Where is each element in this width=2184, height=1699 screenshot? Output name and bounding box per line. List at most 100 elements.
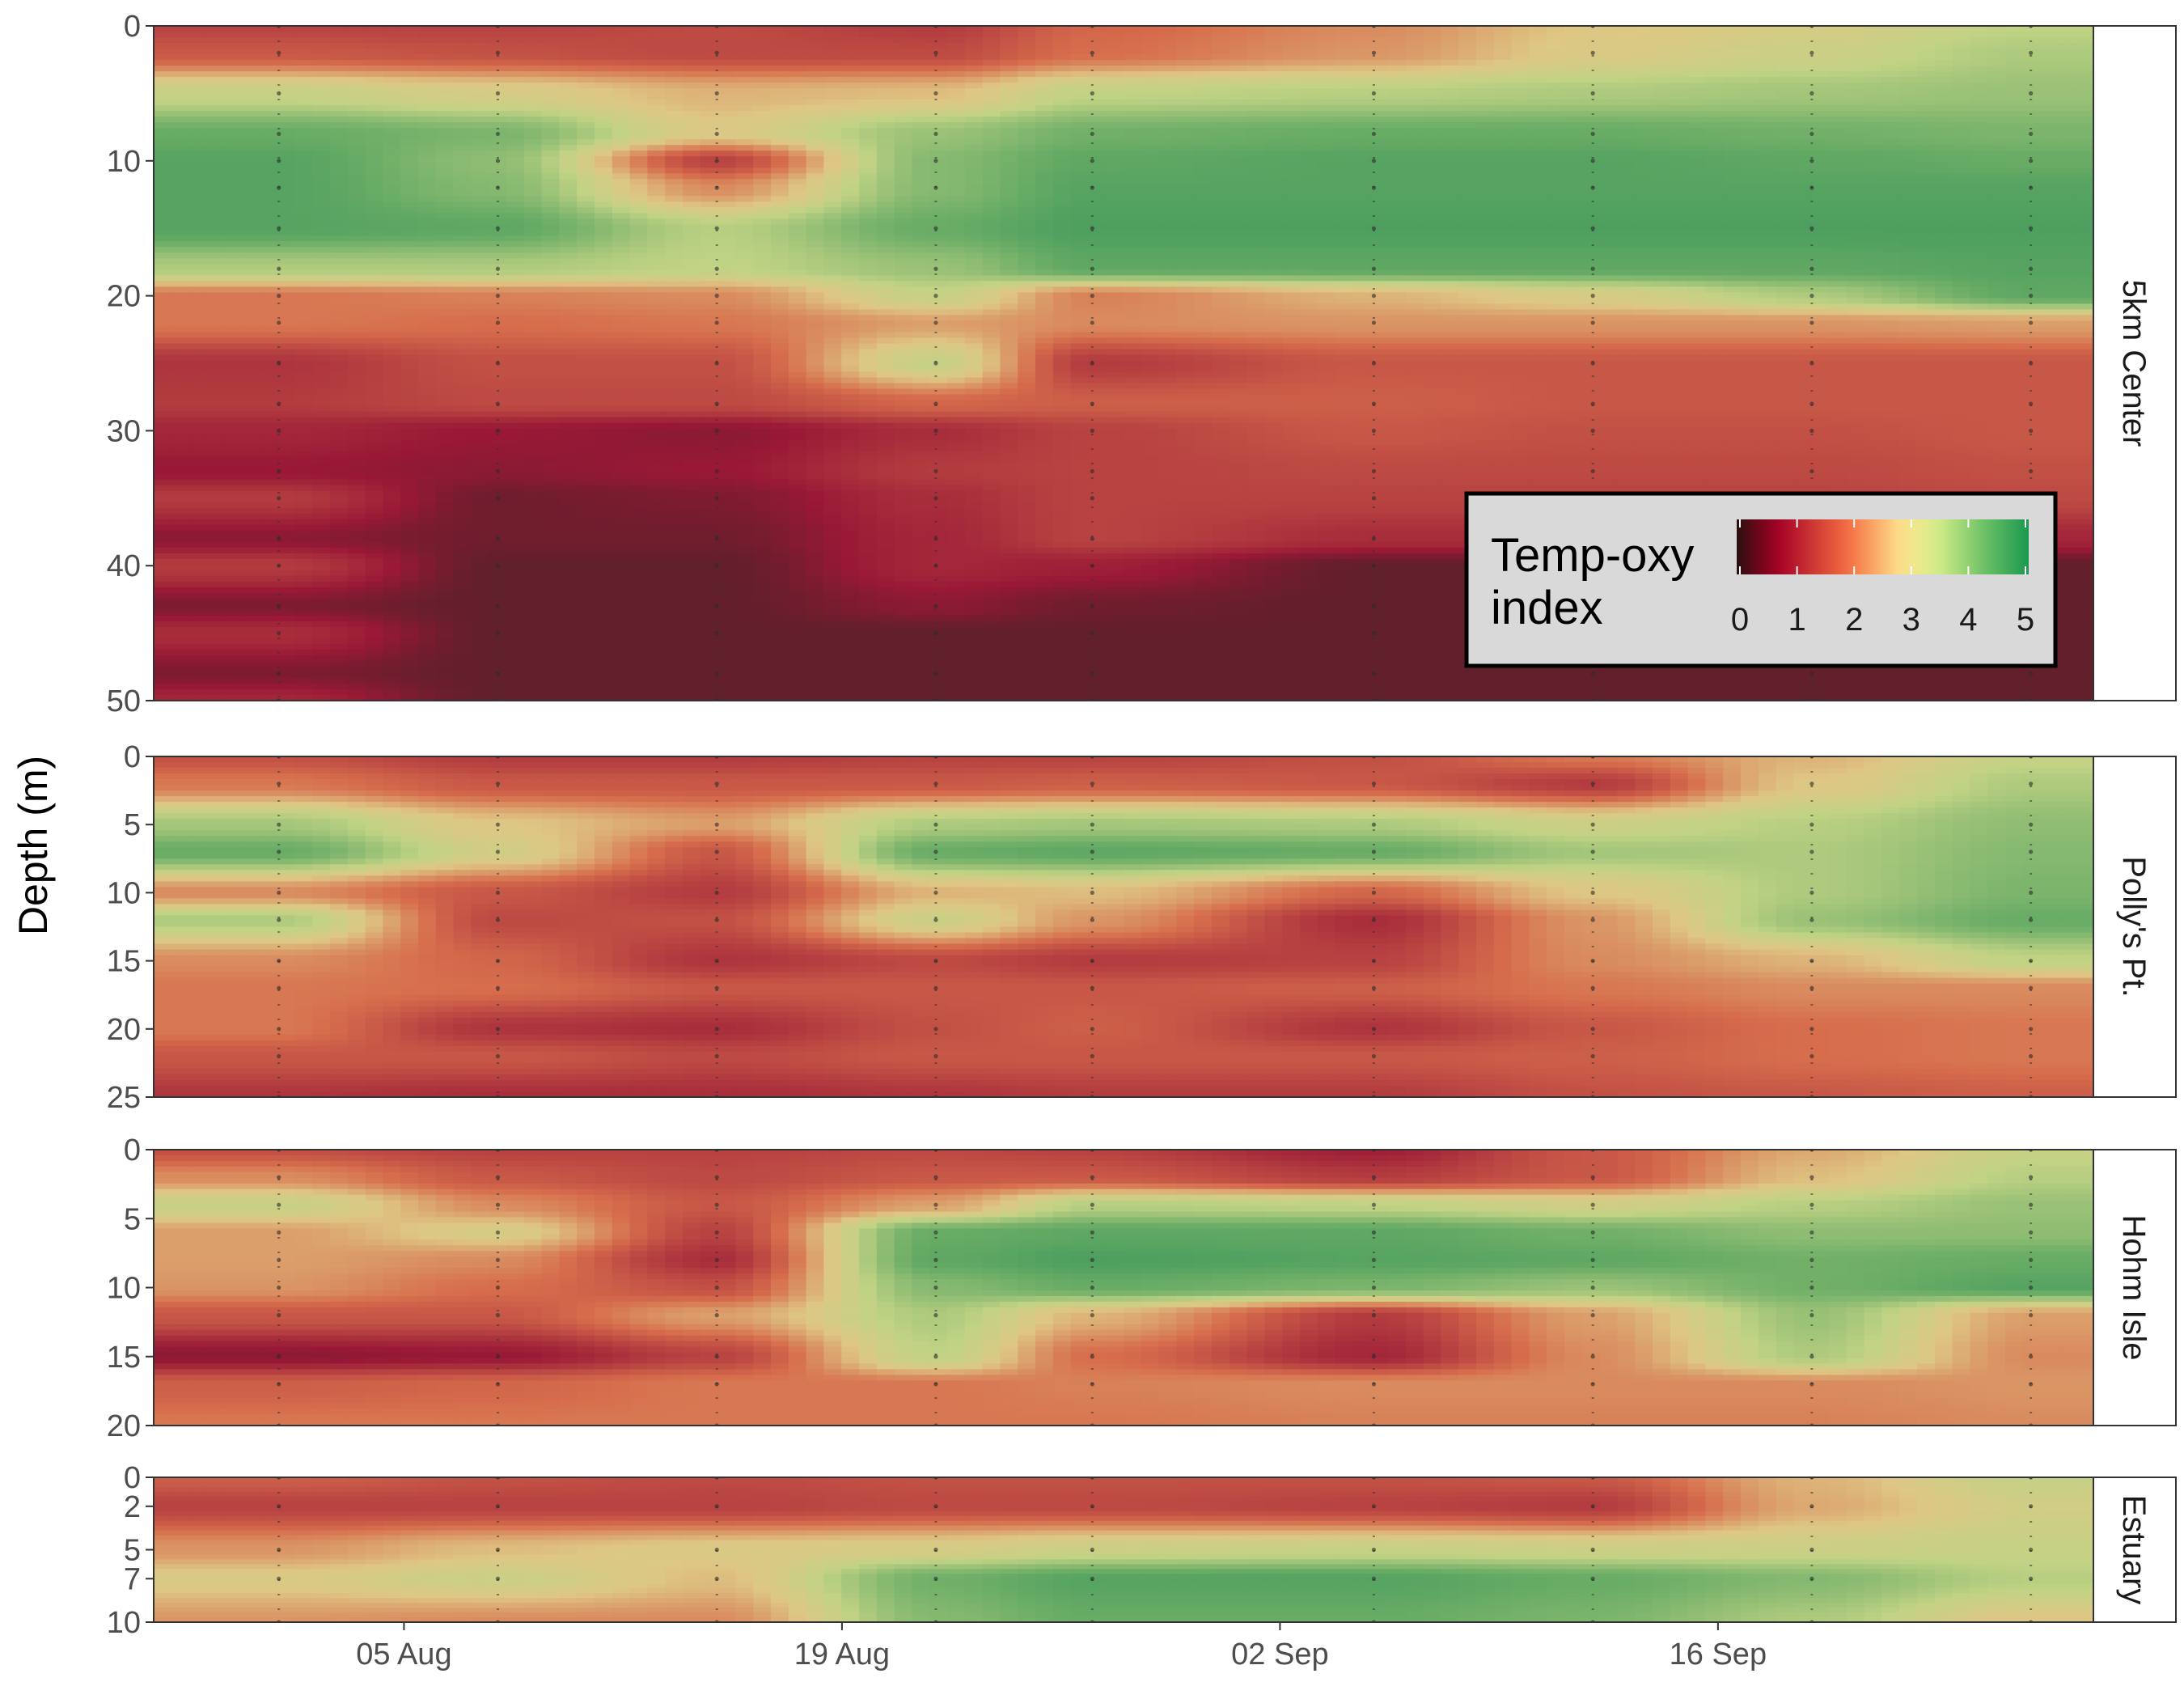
heatmap-cell (154, 139, 172, 146)
heatmap-cell (735, 49, 754, 55)
heatmap-cell (383, 173, 401, 180)
heatmap-cell (1564, 117, 1583, 123)
heatmap-cell (1829, 26, 1848, 32)
heatmap-cell (841, 230, 860, 236)
heatmap-cell (348, 201, 366, 208)
heatmap-cell (1759, 241, 1777, 248)
heatmap-cell (242, 252, 260, 259)
heatmap-cell (418, 133, 437, 140)
heatmap-cell (1352, 117, 1371, 123)
heatmap-cell (895, 241, 913, 248)
heatmap-cell (1847, 218, 1865, 225)
heatmap-cell (1282, 230, 1301, 236)
heatmap-cell (189, 145, 208, 151)
heatmap-cell (224, 133, 243, 140)
heatmap-cell (1424, 145, 1442, 151)
heatmap-cell (1230, 111, 1248, 117)
heatmap-cell (294, 190, 313, 197)
heatmap-cell (1335, 117, 1354, 123)
heatmap-cell (577, 190, 595, 197)
heatmap-cell (1318, 275, 1336, 282)
heatmap-cell (1899, 43, 1918, 49)
heatmap-cell (524, 60, 543, 66)
heatmap-cell (1688, 162, 1707, 168)
heatmap-cell (1230, 196, 1248, 202)
heatmap-cell (1987, 150, 2006, 157)
heatmap-cell (1494, 49, 1513, 55)
heatmap-cell (1705, 26, 1724, 32)
heatmap-cell (1653, 117, 1671, 123)
heatmap-cell (1370, 173, 1389, 180)
heatmap-cell (294, 139, 313, 146)
heatmap-cell (612, 269, 631, 276)
heatmap-cell (912, 179, 930, 185)
heatmap-cell (1759, 150, 1777, 157)
heatmap-cell (1512, 252, 1530, 259)
heatmap-cell (1106, 128, 1124, 134)
heatmap-cell (1847, 269, 1865, 276)
heatmap-cell (1529, 196, 1547, 202)
heatmap-cell (1264, 122, 1283, 129)
heatmap-cell (1476, 179, 1495, 185)
heatmap-cell (1300, 241, 1318, 248)
heatmap-cell (577, 94, 595, 100)
heatmap-cell (400, 66, 419, 72)
heatmap-cell (436, 60, 455, 66)
heatmap-cell (1071, 252, 1090, 259)
heatmap-cell (1899, 184, 1918, 191)
heatmap-cell (1335, 83, 1354, 89)
heatmap-cell (1776, 167, 1795, 174)
heatmap-cell (1547, 269, 1565, 276)
heatmap-cell (260, 139, 278, 146)
heatmap-cell (1282, 179, 1301, 185)
heatmap-cell (542, 150, 561, 157)
heatmap-cell (1653, 190, 1671, 197)
heatmap-cell (400, 128, 419, 134)
heatmap-cell (348, 100, 366, 106)
heatmap-cell (965, 281, 984, 287)
heatmap-cell (947, 241, 966, 248)
heatmap-cell (665, 111, 684, 117)
heatmap-cell (983, 128, 1001, 134)
heatmap-cell (895, 173, 913, 180)
heatmap-cell (489, 201, 507, 208)
heatmap-cell (1935, 162, 1953, 168)
heatmap-cell (366, 258, 384, 265)
heatmap-cell (1881, 71, 1900, 78)
heatmap-cell (1776, 94, 1795, 100)
heatmap-cell (1987, 230, 2006, 236)
heatmap-cell (1970, 269, 1988, 276)
heatmap-cell (1688, 184, 1707, 191)
heatmap-cell (912, 43, 930, 49)
heatmap-cell (1899, 94, 1918, 100)
heatmap-cell (735, 111, 754, 117)
heatmap-cell (1141, 49, 1160, 55)
heatmap-cell (2076, 128, 2094, 134)
heatmap-cell (859, 32, 878, 38)
heatmap-cell (1000, 213, 1018, 219)
heatmap-cell (312, 145, 331, 151)
heatmap-cell (330, 66, 349, 72)
heatmap-cell (206, 201, 225, 208)
heatmap-cell (542, 281, 561, 287)
heatmap-cell (1864, 150, 1883, 157)
heatmap-cell (224, 49, 243, 55)
heatmap-cell (1600, 207, 1619, 214)
heatmap-cell (224, 207, 243, 214)
heatmap-cell (454, 83, 472, 89)
heatmap-cell (1230, 218, 1248, 225)
heatmap-cell (753, 167, 772, 174)
heatmap-cell (1352, 241, 1371, 248)
heatmap-cell (1247, 235, 1266, 242)
heatmap-cell (1829, 32, 1848, 38)
heatmap-cell (154, 77, 172, 83)
heatmap-cell (1300, 133, 1318, 140)
heatmap-cell (366, 43, 384, 49)
heatmap-cell (1441, 105, 1459, 112)
heatmap-cell (1230, 117, 1248, 123)
heatmap-cell (718, 37, 737, 44)
heatmap-cell (1759, 117, 1777, 123)
heatmap-cell (312, 184, 331, 191)
heatmap-cell (348, 66, 366, 72)
heatmap-cell (771, 179, 789, 185)
